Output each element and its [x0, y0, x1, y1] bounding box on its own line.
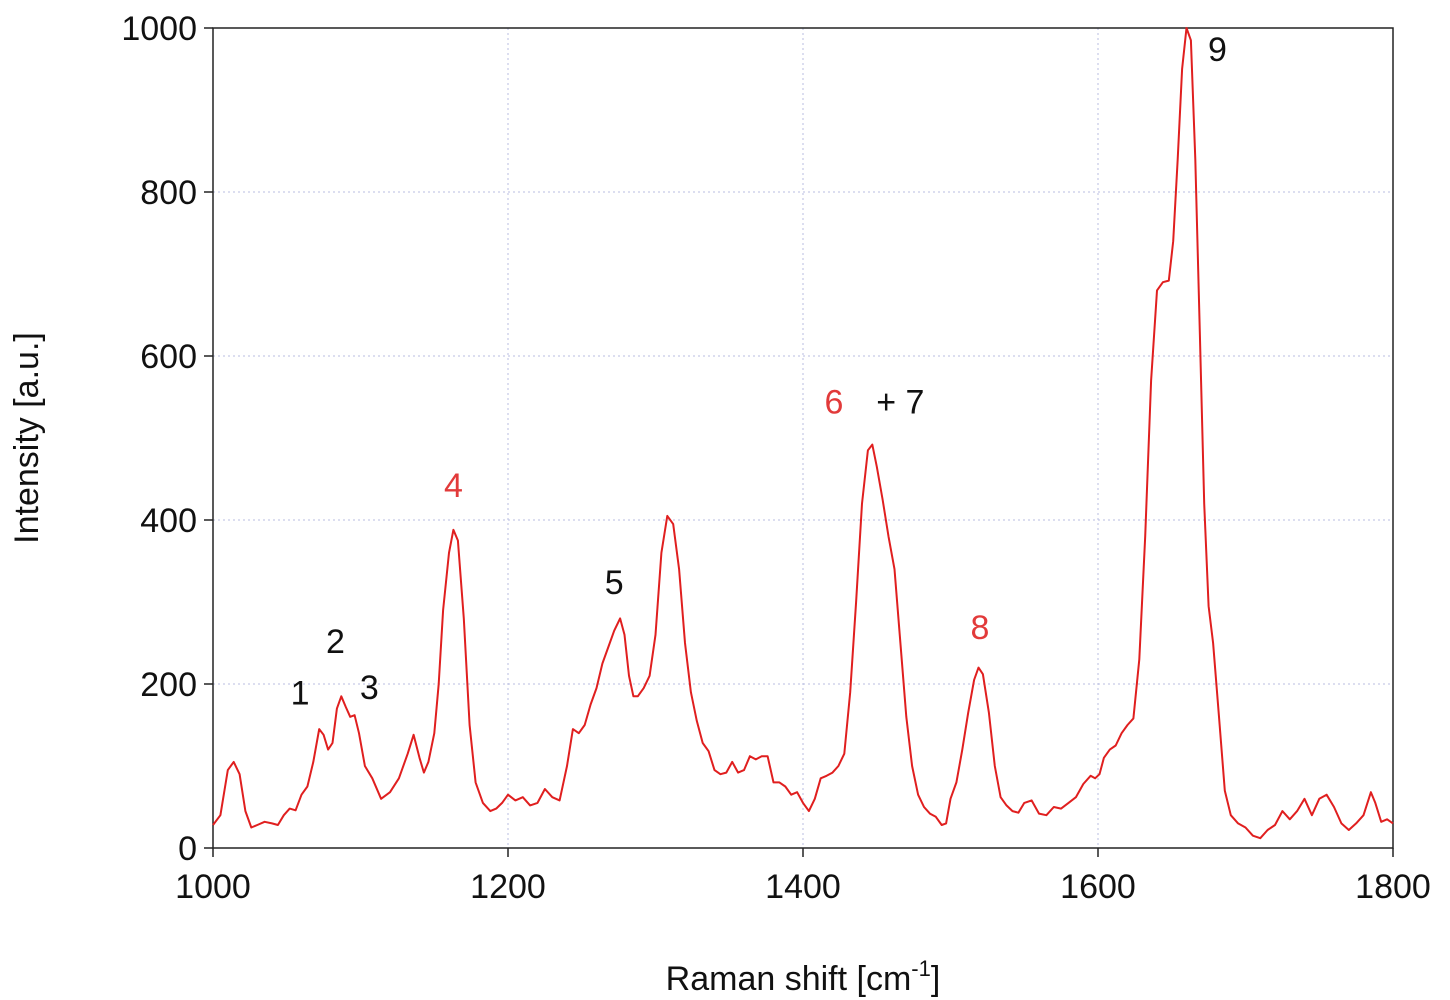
x-axis-title: Raman shift [cm-1] [666, 956, 941, 998]
x-tick-label-1800: 1800 [1355, 868, 1431, 906]
y-tick-label-0: 0 [178, 830, 197, 868]
y-tick-label-600: 600 [140, 338, 197, 376]
y-axis-title: Intensity [a.u.] [8, 332, 46, 544]
x-axis-title-main: Raman shift [cm [666, 960, 912, 998]
axis-ticks [204, 27, 1394, 857]
y-tick-label-1000: 1000 [121, 10, 197, 48]
peak-label-7: + 7 [876, 383, 924, 421]
peak-label-9: 9 [1208, 31, 1227, 69]
y-tick-label-800: 800 [140, 174, 197, 212]
peak-label-3: 3 [360, 669, 379, 707]
peak-label-1: 1 [291, 675, 310, 713]
peak-label-6: 6 [825, 383, 844, 421]
x-axis-title-suffix: ] [931, 960, 940, 998]
y-tick-label-400: 400 [140, 502, 197, 540]
x-tick-label-1400: 1400 [765, 868, 841, 906]
peak-label-2: 2 [326, 623, 345, 661]
spectrum-line [212, 27, 1394, 840]
y-tick-labels: 0 200 400 600 800 1000 [121, 10, 197, 868]
peak-label-8: 8 [971, 609, 990, 647]
y-tick-label-200: 200 [140, 666, 197, 704]
grid-lines [213, 28, 1393, 848]
x-tick-label-1000: 1000 [175, 868, 251, 906]
x-tick-label-1600: 1600 [1060, 868, 1136, 906]
peak-label-4: 4 [444, 467, 463, 505]
peak-annotations: 123 4 5 6 + 7 8 9 [291, 31, 1227, 713]
peak-label-5: 5 [605, 564, 624, 602]
x-tick-labels: 1000 1200 1400 1600 1800 [175, 868, 1431, 906]
x-axis-title-superscript: -1 [911, 956, 931, 981]
x-tick-label-1200: 1200 [470, 868, 546, 906]
